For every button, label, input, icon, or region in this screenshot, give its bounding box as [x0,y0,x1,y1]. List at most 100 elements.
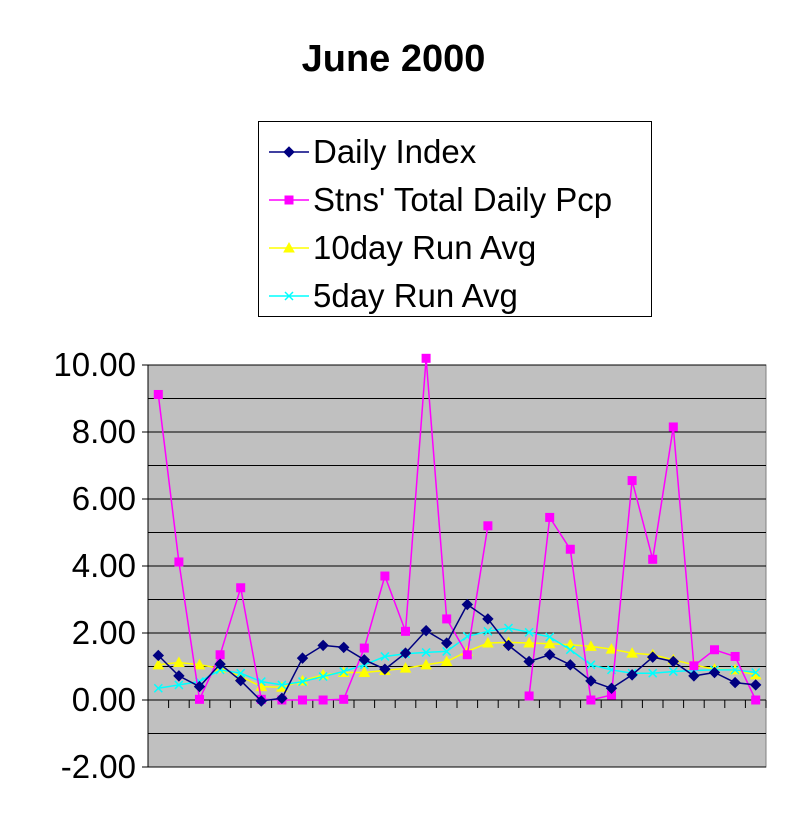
data-point [421,647,431,657]
legend-swatch [269,291,309,301]
data-point [462,650,472,660]
data-point [668,666,678,677]
legend: Daily Index Stns' Total Daily Pcp 10day Ru… [258,121,652,317]
data-point [401,626,410,636]
data-point [626,647,638,658]
data-point [337,641,350,654]
data-point [730,665,740,675]
data-point [379,663,391,675]
legend-swatch [269,195,309,205]
data-point [215,650,225,660]
y-tick-label: 10.00 [53,346,136,383]
data-point [284,195,294,205]
data-point [193,680,206,693]
data-point [483,521,493,531]
data-point [483,626,493,636]
data-point [399,647,412,659]
data-point [668,422,678,432]
data-point [214,658,226,670]
legend-swatch [269,146,309,158]
data-point [358,654,371,666]
legend-item: Stns' Total Daily Pcp [269,176,612,224]
data-point [298,695,307,705]
legend-item: Daily Index [269,128,476,176]
data-point [482,637,494,648]
y-tick-label: 2.00 [72,614,136,651]
data-point [523,637,535,648]
data-point [193,658,206,670]
data-point [153,683,163,693]
data-point [585,675,597,687]
data-point [729,676,741,689]
data-point [174,680,184,690]
y-tick-label: 6.00 [72,480,136,517]
data-point [626,669,638,681]
data-point [545,512,555,522]
data-point [545,632,555,642]
data-point [318,672,328,682]
data-point [667,655,680,668]
data-point [586,660,596,670]
y-tick-label: 0.00 [72,681,136,718]
data-point [648,554,658,564]
data-point [751,667,761,678]
data-point [195,694,204,704]
y-tick-label: -2.00 [61,748,136,785]
series-0 [152,598,762,707]
legend-label: Stns' Total Daily Pcp [313,181,613,218]
data-point [646,651,659,663]
legend-swatch [269,241,309,253]
data-point [283,146,295,158]
data-point [420,658,432,670]
data-point [482,613,494,625]
data-point [442,614,452,624]
data-point [318,695,328,705]
data-point [524,627,534,637]
data-point [564,659,577,671]
legend-label: 5day Run Avg [313,277,518,314]
data-point [399,662,412,673]
data-point [358,666,371,678]
data-point [543,649,556,661]
data-point [605,682,618,694]
data-point [380,651,390,661]
data-point [276,692,288,705]
data-point [627,476,637,486]
data-point [688,670,700,682]
data-point [277,680,287,690]
data-point [234,674,247,687]
data-point [730,651,740,661]
data-point [236,583,246,593]
legend-item: 10day Run Avg [269,224,536,272]
data-point [503,623,514,633]
data-point [502,639,515,652]
data-point [152,658,165,670]
chart-title: June 2000 [301,38,486,80]
data-point [236,668,246,678]
data-point [152,649,165,662]
data-point [710,645,719,655]
data-point [751,695,761,705]
data-point [283,241,295,253]
data-point [565,645,575,655]
y-tick-label: 4.00 [72,547,136,584]
data-point [317,639,329,652]
data-point [173,656,185,667]
data-point [648,668,658,678]
data-point [296,652,309,664]
legend-label: 10day Run Avg [313,229,537,266]
data-point [255,695,268,707]
legend-label: Daily Index [313,133,477,170]
data-point [585,640,597,651]
data-point [174,557,184,567]
data-point [380,571,390,581]
legend-item: 5day Run Avg [269,272,518,320]
data-point [524,691,534,701]
data-point [359,643,369,653]
data-point [708,666,721,679]
data-point [421,353,431,363]
data-point [339,694,349,704]
data-point [440,655,453,666]
data-point [543,637,556,649]
